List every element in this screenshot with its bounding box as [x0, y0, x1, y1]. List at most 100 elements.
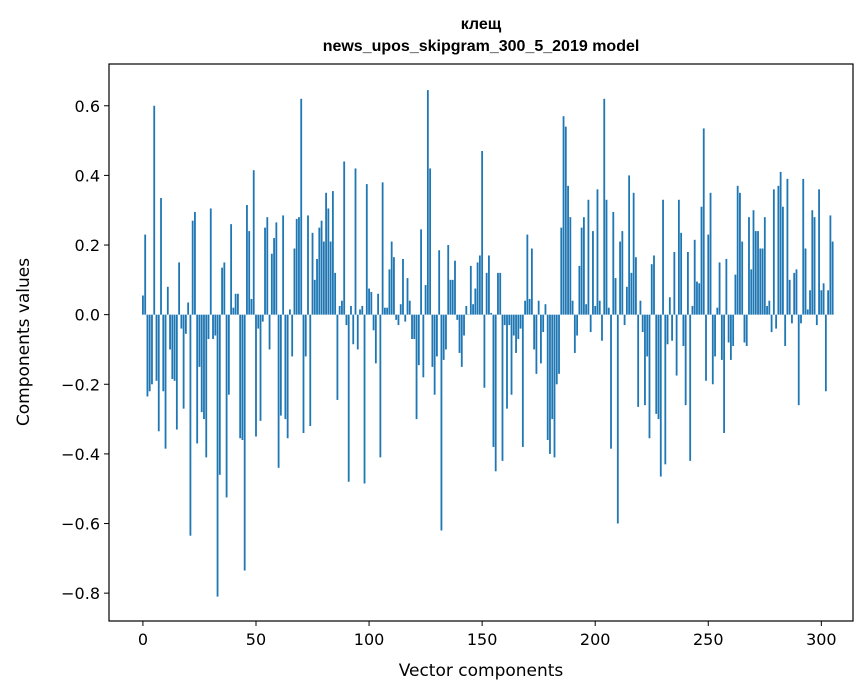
bar — [379, 314, 382, 458]
bar — [673, 251, 676, 315]
bar — [806, 309, 809, 315]
bar — [304, 314, 307, 357]
bar — [275, 222, 278, 315]
bar — [662, 199, 664, 315]
bar — [580, 227, 583, 315]
bar — [422, 314, 425, 378]
bar — [831, 241, 834, 315]
bar — [225, 314, 228, 498]
bar — [761, 248, 764, 315]
bar — [680, 232, 683, 315]
bar — [635, 257, 637, 315]
bar — [451, 279, 454, 315]
bar — [526, 234, 529, 315]
bar — [818, 189, 820, 315]
bar — [736, 185, 739, 315]
bar — [750, 269, 753, 315]
bar — [399, 304, 402, 315]
bar — [343, 161, 346, 315]
bar — [433, 314, 436, 395]
bar — [144, 234, 147, 315]
bar — [372, 314, 375, 331]
bar — [628, 175, 631, 315]
x-tick-label: 100 — [354, 630, 385, 649]
bar — [243, 314, 246, 571]
bar — [295, 218, 298, 315]
bar — [668, 297, 671, 315]
bar — [431, 314, 434, 367]
bar — [576, 314, 579, 336]
bar — [533, 314, 536, 350]
bar — [469, 265, 472, 315]
bar — [797, 314, 800, 406]
bar — [286, 314, 289, 439]
bar — [230, 224, 233, 315]
bar — [282, 215, 285, 315]
bar — [592, 231, 594, 315]
bar — [648, 314, 651, 439]
bar — [341, 300, 343, 315]
bar — [734, 274, 737, 315]
x-axis-ticks: 0 50 100 150 200 250 300 — [138, 621, 837, 649]
bar — [173, 314, 176, 381]
bar — [397, 314, 400, 326]
bar — [481, 151, 484, 315]
bar — [329, 241, 332, 315]
bar — [354, 168, 357, 315]
bar — [207, 314, 210, 340]
bar — [478, 255, 481, 315]
bar — [718, 262, 721, 315]
bar — [164, 314, 167, 449]
bar — [521, 314, 524, 447]
bar — [325, 192, 327, 315]
bar — [331, 191, 334, 315]
bar — [381, 182, 384, 315]
bar — [347, 314, 350, 482]
bar — [252, 170, 255, 315]
bar — [603, 98, 606, 315]
bar — [795, 269, 798, 315]
bar — [650, 264, 653, 315]
bar — [169, 314, 171, 350]
bar — [221, 267, 223, 315]
bar — [784, 314, 787, 346]
bar — [494, 314, 497, 472]
bar — [614, 278, 617, 315]
bar — [763, 217, 766, 315]
bar — [687, 251, 689, 315]
chart-subtitle: news_upos_skipgram_300_5_2019 model — [323, 38, 640, 55]
bar — [700, 206, 703, 315]
bar — [709, 192, 712, 315]
bar — [246, 204, 248, 315]
bar — [440, 314, 443, 531]
bar — [449, 279, 452, 315]
bar — [415, 314, 418, 420]
bar — [465, 305, 468, 315]
bar — [723, 314, 726, 434]
x-tick-label: 50 — [246, 630, 266, 649]
bar — [383, 307, 386, 315]
bar — [503, 314, 506, 326]
bar — [641, 314, 644, 333]
bar — [395, 314, 398, 320]
bar — [155, 314, 158, 381]
bar — [284, 314, 287, 420]
bar — [157, 314, 160, 432]
bar — [630, 272, 633, 315]
bar — [813, 217, 816, 315]
bar — [741, 241, 744, 315]
bar — [291, 314, 294, 357]
bar — [535, 314, 538, 374]
bar — [264, 227, 266, 315]
bar — [639, 300, 642, 315]
y-tick-label: 0.4 — [75, 166, 100, 185]
bar — [691, 305, 694, 315]
bar — [413, 314, 416, 340]
bar — [530, 248, 533, 315]
bar — [689, 314, 692, 461]
bar — [406, 278, 409, 315]
x-tick-label: 300 — [806, 630, 837, 649]
y-tick-label: −0.4 — [61, 445, 100, 464]
bar — [698, 283, 701, 315]
